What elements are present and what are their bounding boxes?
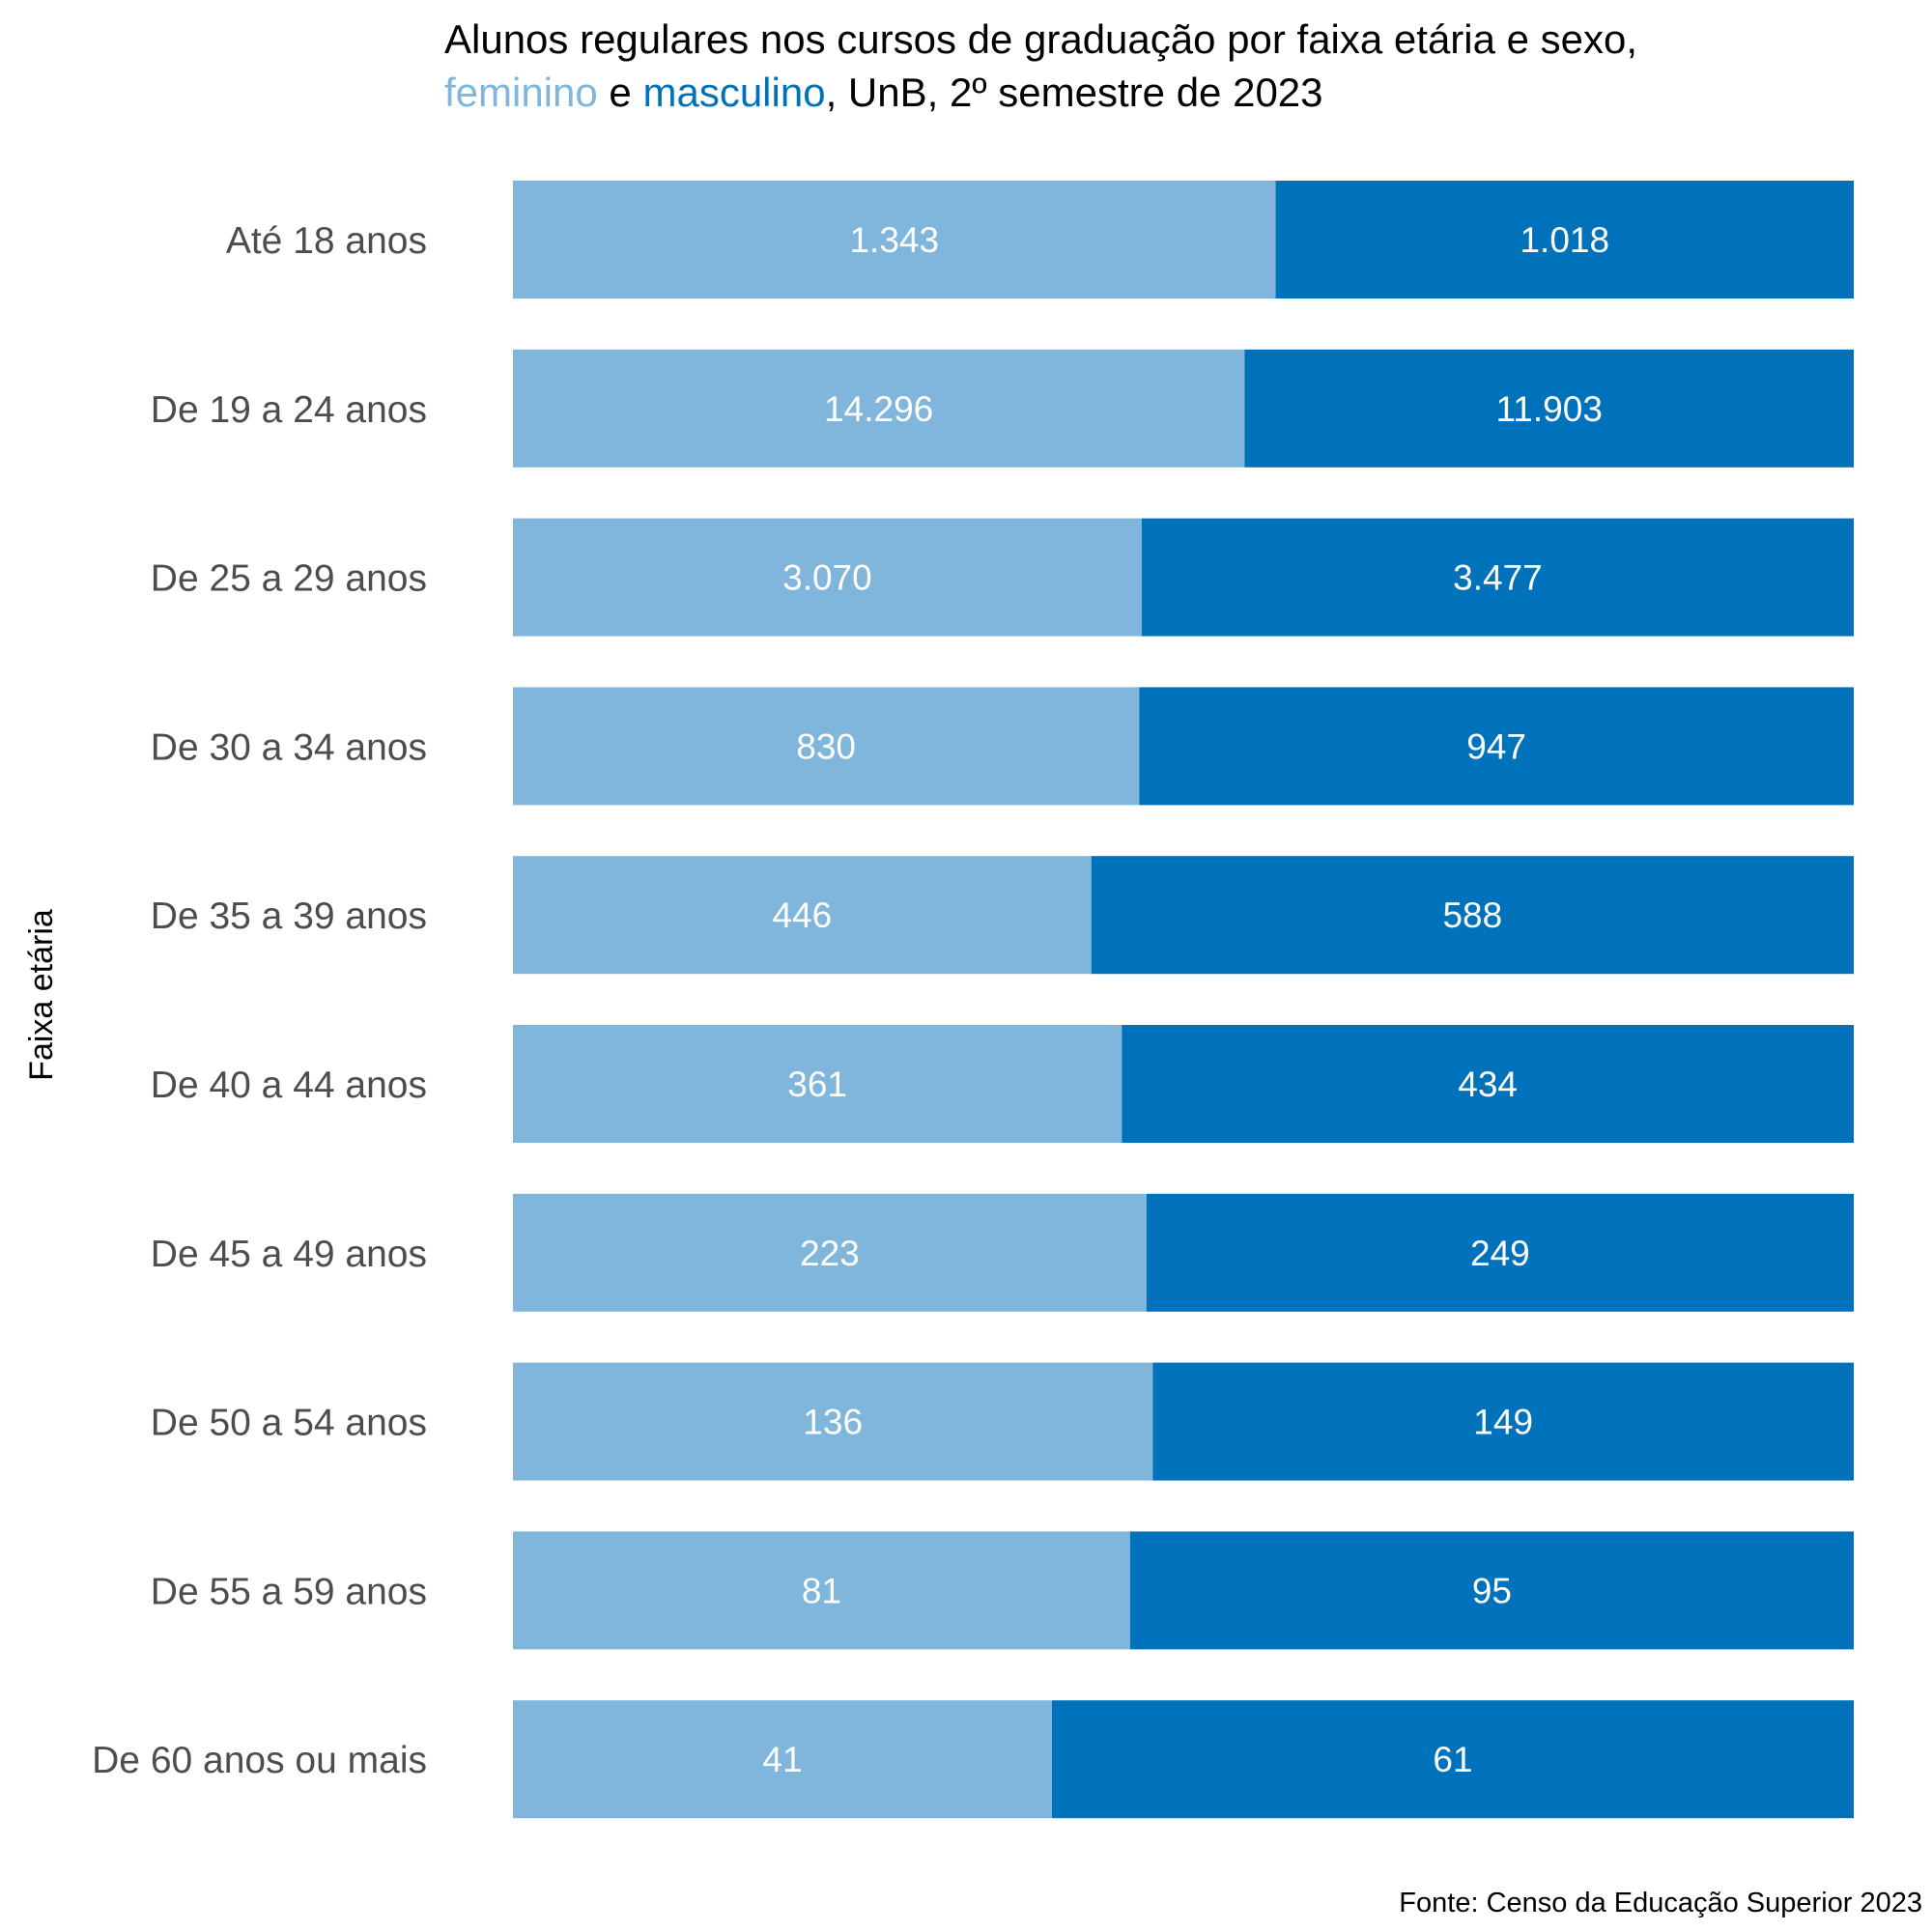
bar-masculino-de-55-a-59-anos [1129,1531,1854,1650]
bar-masculino-de-19-a-24-anos [1244,349,1854,468]
title-masculino-label: masculino [642,70,825,115]
value-label-feminino-de-25-a-29-anos: 3.070 [782,558,872,598]
value-label-masculino-de-45-a-49-anos: 249 [1470,1234,1530,1273]
value-label-feminino-de-50-a-54-anos: 136 [803,1403,863,1442]
value-label-masculino-de-55-a-59-anos: 95 [1472,1571,1512,1610]
bar-feminino-de-55-a-59-anos [513,1531,1130,1650]
value-label-feminino-de-55-a-59-anos: 81 [802,1571,841,1610]
bar-feminino-de-50-a-54-anos [513,1362,1153,1481]
category-label-de-35-a-39-anos: De 35 a 39 anos [151,895,427,937]
value-label-feminino-de-35-a-39-anos: 446 [772,895,832,935]
bar-feminino-de-19-a-24-anos [513,349,1245,468]
title-connector: e [598,70,643,115]
value-label-masculino-de-35-a-39-anos: 588 [1442,895,1502,935]
value-label-masculino-de-19-a-24-anos: 11.903 [1495,389,1602,429]
bar-feminino-de-45-a-49-anos [513,1193,1147,1312]
category-label-de-55-a-59-anos: De 55 a 59 anos [151,1571,427,1612]
bar-masculino-de-40-a-44-anos [1122,1025,1854,1143]
chart-title-line2: feminino e masculino, UnB, 2º semestre d… [444,70,1323,115]
bar-masculino-de-45-a-49-anos [1146,1193,1854,1312]
value-label-masculino-de-40-a-44-anos: 434 [1458,1065,1518,1104]
category-label-de-60-anos-ou-mais: De 60 anos ou mais [92,1740,427,1781]
value-label-masculino-de-30-a-34-anos: 947 [1466,726,1526,766]
bar-masculino-de-50-a-54-anos [1152,1362,1854,1481]
value-label-masculino-ate-18-anos: 1.018 [1520,220,1609,260]
bar-feminino-de-60-anos-ou-mais [513,1700,1052,1819]
bar-masculino-ate-18-anos [1275,181,1854,298]
bar-masculino-de-35-a-39-anos [1091,856,1854,975]
bar-feminino-de-30-a-34-anos [513,687,1140,806]
category-label-de-19-a-24-anos: De 19 a 24 anos [151,389,427,431]
chart-caption: Fonte: Censo da Educação Superior 2023 [1399,1888,1922,1918]
title-rest: , UnB, 2º semestre de 2023 [826,70,1323,115]
bar-feminino-ate-18-anos [513,181,1276,298]
category-label-ate-18-anos: Até 18 anos [226,220,427,262]
value-label-feminino-de-60-anos-ou-mais: 41 [762,1740,802,1779]
chart-title-line1: Alunos regulares nos cursos de graduação… [444,16,1637,62]
category-label-de-45-a-49-anos: De 45 a 49 anos [151,1234,427,1275]
y-axis-title: Faixa etária [23,909,60,1081]
value-label-masculino-de-50-a-54-anos: 149 [1473,1403,1533,1442]
value-label-feminino-ate-18-anos: 1.343 [849,220,939,260]
bar-masculino-de-25-a-29-anos [1141,518,1854,637]
bar-feminino-de-40-a-44-anos [513,1025,1122,1143]
value-label-feminino-de-19-a-24-anos: 14.296 [824,389,933,429]
bar-masculino-de-60-anos-ou-mais [1051,1700,1854,1819]
value-label-masculino-de-25-a-29-anos: 3.477 [1453,558,1543,598]
value-label-feminino-de-45-a-49-anos: 223 [800,1234,860,1273]
bar-feminino-de-35-a-39-anos [513,856,1092,975]
value-label-feminino-de-30-a-34-anos: 830 [796,726,856,766]
bar-feminino-de-25-a-29-anos [513,518,1142,637]
category-label-de-40-a-44-anos: De 40 a 44 anos [151,1065,427,1106]
category-label-de-25-a-29-anos: De 25 a 29 anos [151,558,427,600]
value-label-feminino-de-40-a-44-anos: 361 [787,1065,847,1104]
category-label-de-30-a-34-anos: De 30 a 34 anos [151,726,427,768]
category-label-de-50-a-54-anos: De 50 a 54 anos [151,1403,427,1444]
value-label-masculino-de-60-anos-ou-mais: 61 [1433,1740,1472,1779]
bar-masculino-de-30-a-34-anos [1139,687,1854,806]
title-feminino-label: feminino [444,70,598,115]
bars-group: Até 18 anos 1.343 1.018 De 19 a 24 anos 14.2… [92,181,1854,1819]
